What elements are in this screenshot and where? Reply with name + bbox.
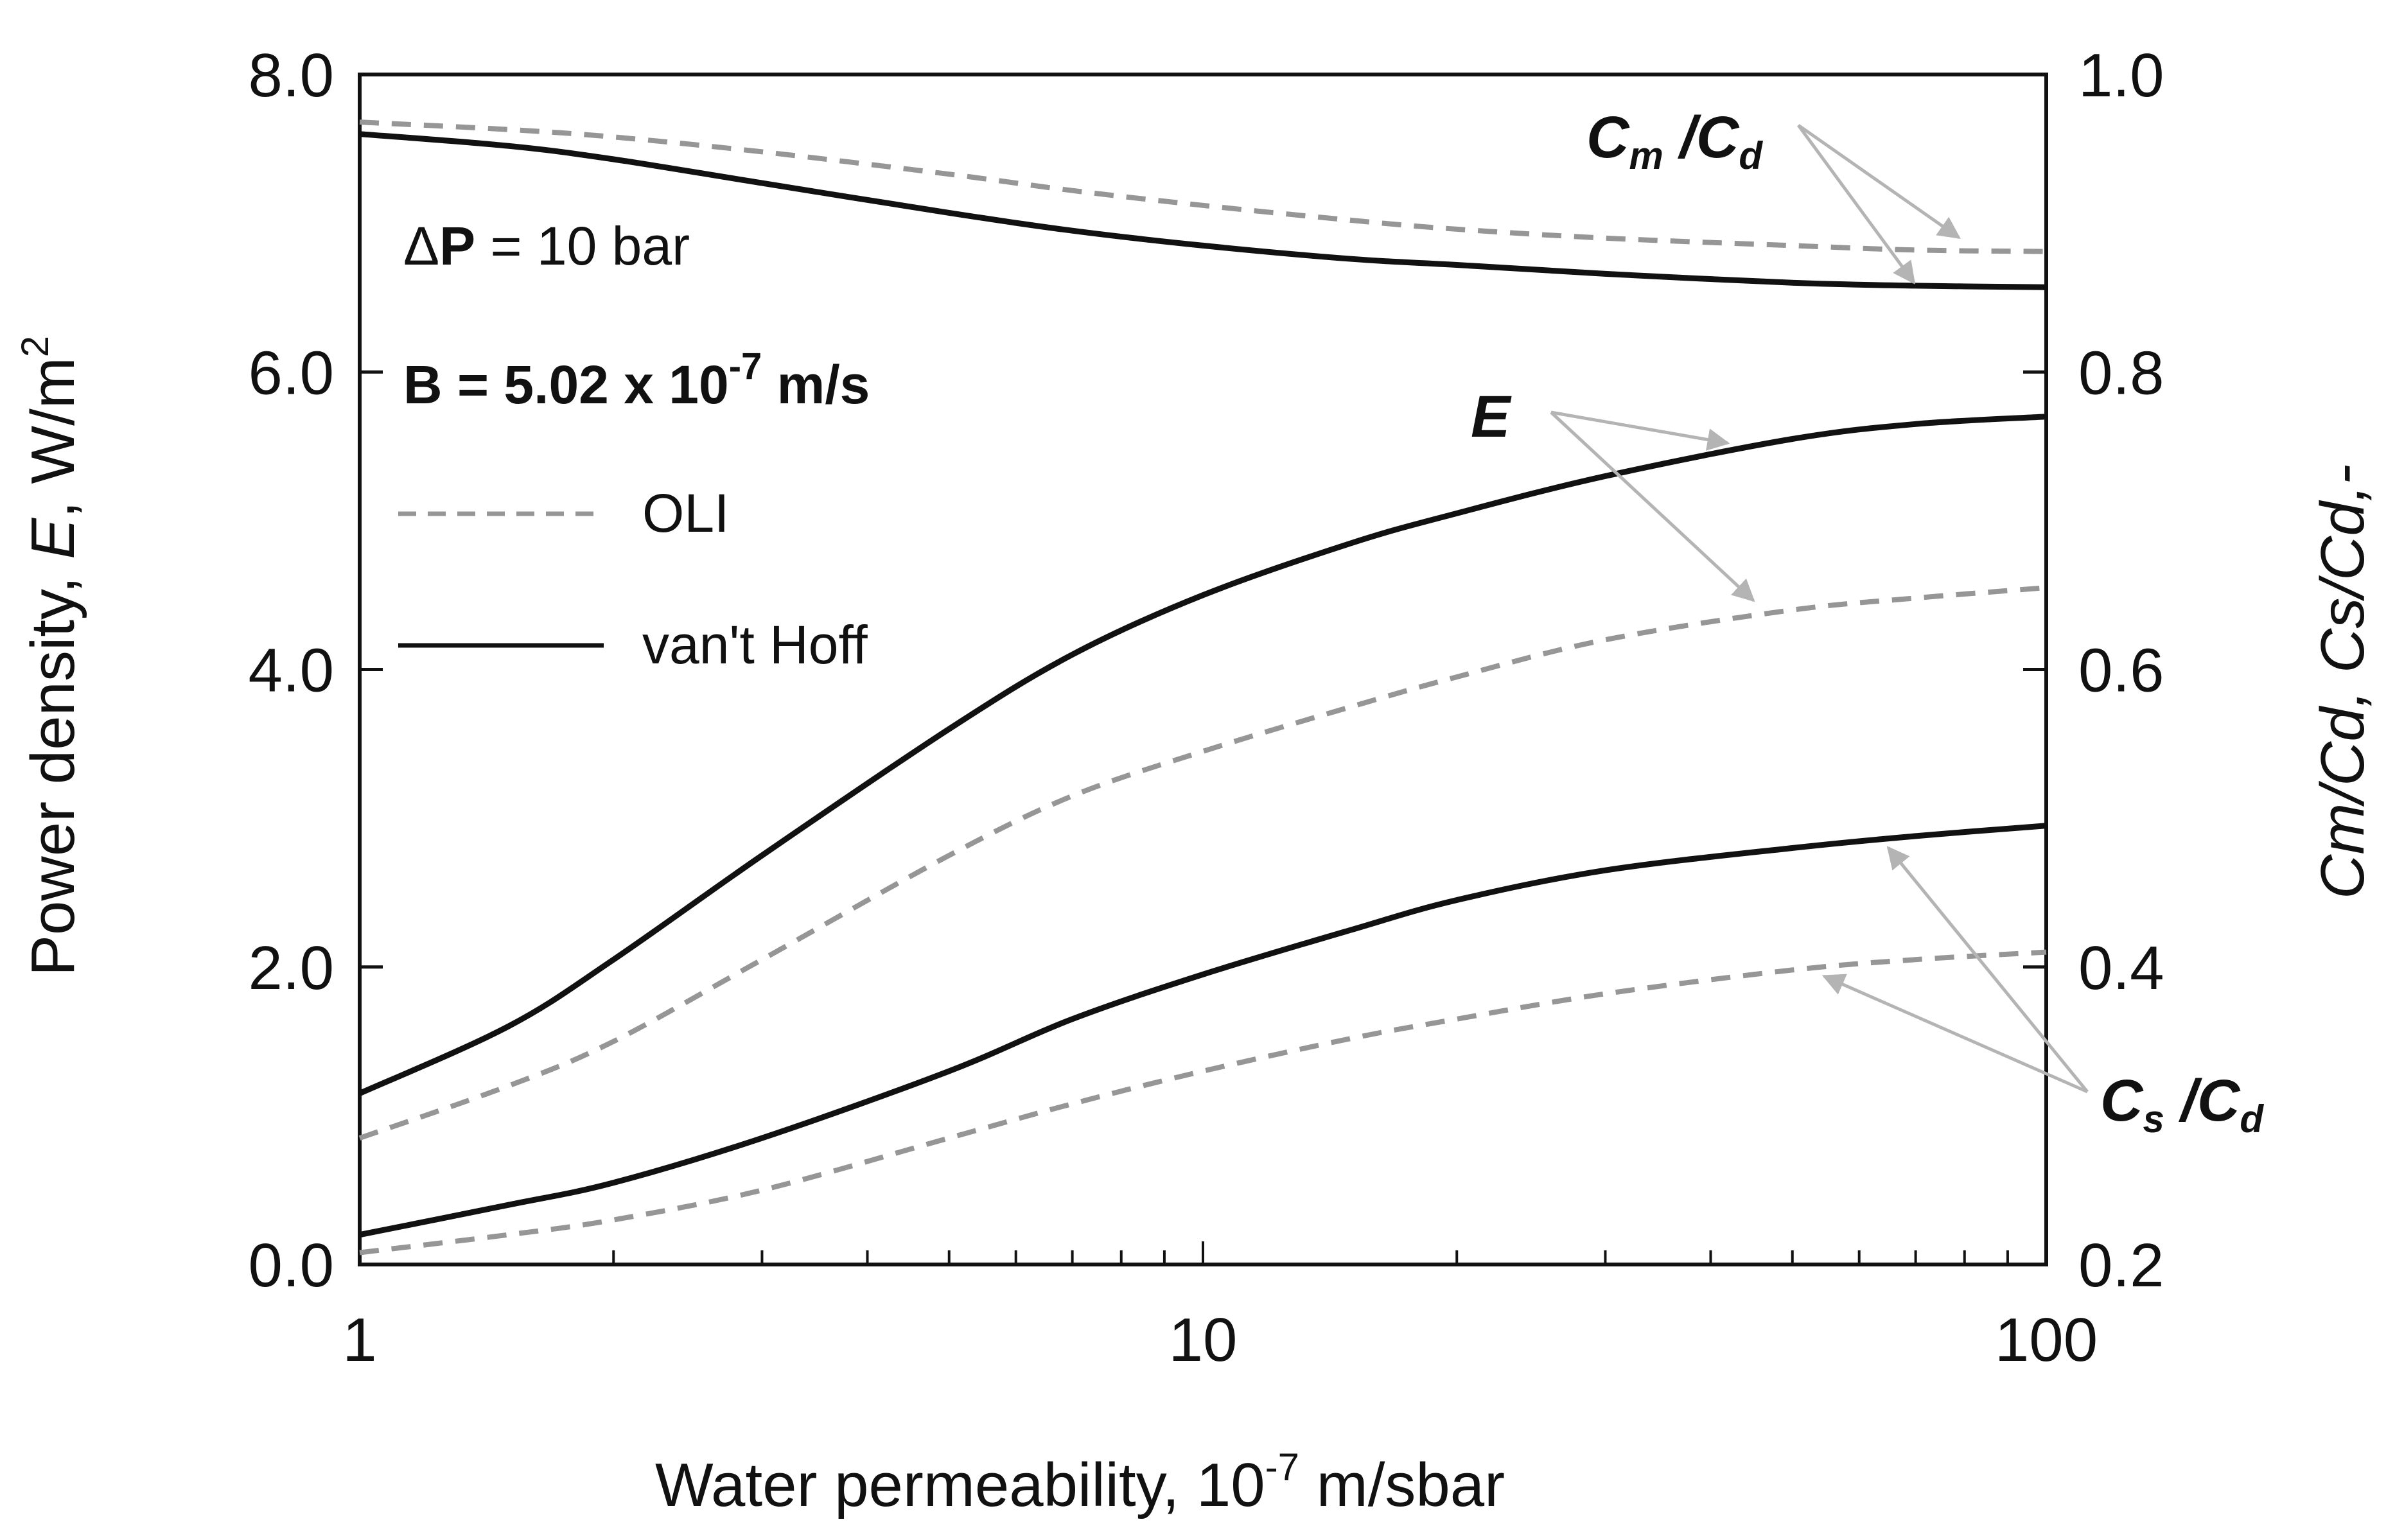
b-value-unit: m/s (762, 354, 870, 415)
series-layer (358, 119, 2047, 1256)
left-axis-title: Power density, E, W/m2 (13, 336, 87, 976)
series-line-cs-cd-van-t-hoff (359, 823, 2047, 1238)
legend: OLI van't Hoff (398, 483, 868, 675)
right-tick-label: 0.6 (2078, 636, 2164, 705)
series-line-cm-cd-oli (359, 119, 2047, 254)
arrow-cs-to-oli (1821, 974, 2089, 1094)
left-tick-label: 4.0 (249, 636, 334, 705)
left-axis-title-sup: 2 (13, 336, 57, 357)
label-cs-cd: Cs /Cd (2100, 1068, 2264, 1141)
right-axis-title: Cm/Cd, Cs/Cd,- (2308, 464, 2377, 899)
delta-p-bold: P (439, 216, 475, 276)
delta-p-rest: = 10 bar (475, 216, 690, 276)
series-line-cs-cd-oli (359, 949, 2047, 1256)
label-cs-c: C (2100, 1068, 2144, 1133)
right-tick-label: 1.0 (2078, 41, 2164, 110)
x-axis-title-exp: -7 (1265, 1446, 1299, 1489)
left-axis-ticks: 0.0 2.0 4.0 6.0 8.0 (249, 41, 383, 1300)
legend-vanthoff-label: van't Hoff (642, 615, 868, 675)
x-tick-label: 10 (1169, 1306, 1238, 1374)
left-tick-label: 0.0 (249, 1231, 334, 1300)
label-cm-sub2: d (1739, 134, 1763, 177)
x-axis-ticks: 1 10 100 (342, 1241, 2098, 1374)
label-cm-slash: /C (1663, 105, 1740, 170)
left-tick-label: 6.0 (249, 338, 334, 407)
x-axis-title-unit: m/sbar (1299, 1451, 1505, 1519)
right-tick-label: 0.4 (2078, 934, 2164, 1002)
right-axis-ticks: 0.2 0.4 0.6 0.8 1.0 (2023, 41, 2164, 1300)
series-line-e-oli (358, 585, 2047, 1141)
x-axis-title-main: Water permeability, 10 (655, 1451, 1265, 1519)
left-axis-title-c: , W/m (19, 357, 87, 518)
series-line-e-van-t-hoff (358, 414, 2047, 1096)
label-e: E (1471, 384, 1512, 450)
arrow-e-to-oli (1550, 411, 1755, 602)
b-value-main: B = 5.02 x 10 (403, 354, 729, 415)
right-tick-label: 0.8 (2078, 338, 2164, 407)
arrow-cs-to-vanthoff (1886, 846, 2089, 1093)
delta-symbol: Δ (403, 216, 439, 276)
arrow-e-to-vanthoff (1550, 410, 1730, 451)
label-cm-c: C (1586, 105, 1630, 170)
label-cm-cd: Cm /Cd (1586, 105, 1763, 177)
right-tick-label: 0.2 (2078, 1231, 2164, 1300)
label-cs-sub: s (2143, 1098, 2164, 1141)
left-tick-label: 8.0 (249, 41, 334, 110)
left-axis-title-a: Power density, (19, 559, 87, 976)
x-tick-label: 100 (1995, 1306, 2098, 1374)
label-cs-sub2: d (2240, 1098, 2264, 1141)
left-axis-title-b: E (19, 518, 87, 559)
b-value-annotation: B = 5.02 x 10-7 m/s (403, 346, 870, 415)
x-tick-label: 1 (342, 1306, 376, 1374)
legend-oli-label: OLI (642, 483, 729, 543)
label-cm-sub: m (1629, 134, 1663, 177)
delta-p-annotation: ΔP = 10 bar (403, 216, 690, 276)
x-axis-title: Water permeability, 10-7 m/sbar (655, 1446, 1505, 1519)
label-cs-slash: /C (2164, 1068, 2241, 1133)
series-line-cm-cd-van-t-hoff (359, 131, 2047, 290)
arrow-cm-to-oli (1797, 123, 1961, 240)
annotation-arrows (1550, 123, 2089, 1094)
arrow-cm-to-vanthoff (1796, 124, 1916, 284)
b-value-exp: -7 (729, 346, 762, 387)
left-tick-label: 2.0 (249, 934, 334, 1002)
